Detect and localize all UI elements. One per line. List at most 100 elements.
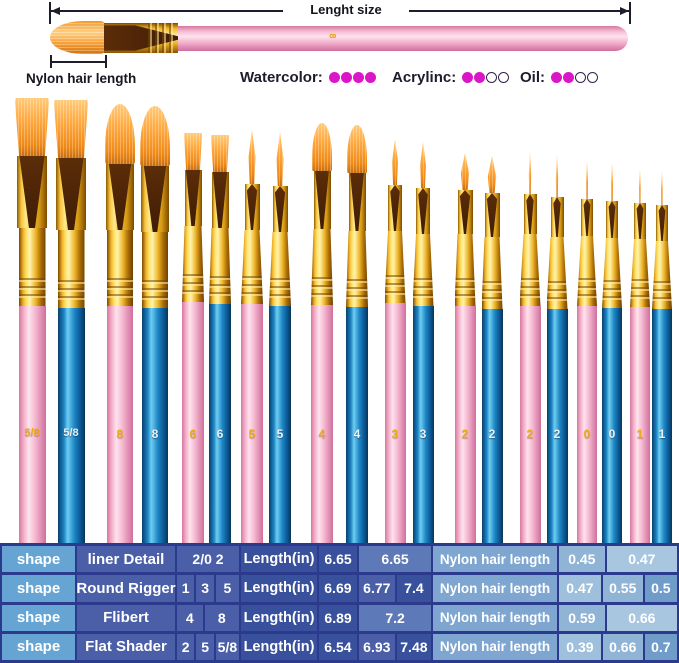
brush-size-label: 2 <box>553 427 561 441</box>
brush-bristle-base <box>143 166 167 232</box>
brush-size-label: 5 <box>248 427 256 441</box>
length-label-cell: Length(in) <box>241 633 317 660</box>
brush-bristle-base <box>58 158 84 230</box>
brush-bristle <box>528 152 532 194</box>
legend-label: Acrylinc: <box>392 69 457 86</box>
brush-bristle <box>610 163 614 201</box>
brush-ferrule-heel <box>56 158 86 230</box>
hair-values-cell: 0.45 <box>559 546 605 573</box>
brush-size-label: 4 <box>353 427 361 441</box>
brush-bristle <box>184 133 202 170</box>
brush-ferrule <box>384 231 406 303</box>
brush-bristle-base <box>19 156 45 228</box>
legend-dots-watercolor <box>328 72 376 83</box>
length-size-label: Lenght size <box>283 2 409 17</box>
brush-handle-blue <box>209 304 231 545</box>
hair-values: 0.59 0.66 <box>559 604 677 631</box>
brush-bristle <box>420 142 426 188</box>
brush-handle-blue <box>142 308 168 545</box>
brush-4-blue: 4 <box>346 95 368 545</box>
brush-bristle-base <box>526 194 534 234</box>
brush-name-cell: Round Rigger <box>76 575 176 602</box>
brush-ferrule <box>577 236 597 306</box>
length-label-cell: Length(in) <box>241 575 317 602</box>
brush-handle-pink <box>241 304 263 545</box>
sample-brush-handle <box>178 26 628 51</box>
brush-ferrule <box>546 237 568 309</box>
legend-dots-oil <box>551 72 598 83</box>
brush-5-pink: 5 <box>241 95 263 545</box>
brush-ferrule-heel <box>606 201 618 238</box>
brush-bristle <box>555 155 559 197</box>
brush-set-row: 5/8 5/8 8 8 6 6 5 5 4 4 3 3 2 2 2 2 0 0 1 1 <box>0 95 679 545</box>
length-values-cell: 7.2 <box>359 604 431 631</box>
brush-3-pink: 3 <box>384 95 406 545</box>
brush-size-label: 0 <box>583 427 591 441</box>
brush-ferrule-heel <box>523 194 537 234</box>
brush-5-8-pink: 5/8 <box>15 95 49 545</box>
brush-size-label: 4 <box>318 427 326 441</box>
brush-bristle <box>105 104 135 164</box>
size-values-cell: 5/8 <box>215 633 240 660</box>
legend-item-oil: Oil: <box>520 69 598 86</box>
brush-bristle-base <box>350 173 364 231</box>
brush-ferrule-heel <box>313 171 331 229</box>
brush-bristle-base <box>418 188 428 234</box>
hair-values: 0.47 0.55 0.5 <box>559 575 677 602</box>
length-values-cell: 6.65 <box>359 546 431 573</box>
brush-bristle <box>276 132 284 186</box>
brush-ferrule <box>142 232 168 308</box>
brush-handle-blue <box>652 309 672 545</box>
brush-bristle-base <box>185 170 201 226</box>
filled-dot-icon <box>462 72 474 83</box>
hair-label-cell: Nylon hair length <box>433 604 557 631</box>
shape-header-cell: shape <box>2 633 75 660</box>
brush-ferrule-heel <box>388 185 402 231</box>
brush-ferrule <box>18 228 46 306</box>
empty-dot-icon <box>498 72 510 83</box>
brush-bristle <box>487 156 497 193</box>
brush-bristle <box>15 98 49 156</box>
length-values-cell: 6.89 <box>319 604 358 631</box>
brush-handle-blue <box>269 306 291 545</box>
size-values: 2 5 5/8 <box>177 633 240 660</box>
brush-0-pink: 0 <box>577 95 597 545</box>
brush-2-blue: 2 <box>546 95 568 545</box>
hair-values: 0.45 0.47 <box>559 546 677 573</box>
brush-handle-pink <box>454 306 476 545</box>
brush-name-cell: Flibert <box>77 604 175 631</box>
brush-ferrule-heel <box>484 193 500 237</box>
empty-dot-icon <box>575 72 586 83</box>
brush-ferrule <box>652 241 672 309</box>
brush-bristle-base <box>246 184 258 230</box>
brush-ferrule-heel <box>272 186 288 232</box>
brush-bristle-base <box>212 172 228 228</box>
brush-ferrule-heel <box>106 164 134 230</box>
brush-handle-blue <box>57 308 85 545</box>
brush-2-pink: 2 <box>454 95 476 545</box>
brush-name-cell: liner Detail <box>77 546 175 573</box>
length-label-cell: Length(in) <box>241 604 317 631</box>
brush-handle-pink <box>519 306 541 545</box>
brush-size-label: 2 <box>488 427 496 441</box>
dimension-end-bar-right <box>629 2 631 24</box>
brush-ferrule-heel <box>416 188 430 234</box>
brush-size-label: 1 <box>636 427 644 441</box>
brush-bristle-base <box>486 193 498 237</box>
brush-5-8-blue: 5/8 <box>54 95 88 545</box>
size-values-cell: 2/0 2 <box>177 546 239 573</box>
brush-bristle-base <box>583 199 591 236</box>
brush-handle-blue <box>481 309 503 545</box>
brush-bristle-base <box>274 186 286 232</box>
spec-table: shape liner Detail 2/0 2 Length(in) 6.65 6.65… <box>0 543 679 663</box>
brush-bristle-base <box>390 185 400 231</box>
brush-handle-blue <box>412 306 434 545</box>
length-values: 6.69 6.77 7.4 <box>319 575 431 602</box>
brush-bristle-base <box>315 171 329 229</box>
brush-ferrule-heel <box>244 184 260 230</box>
size-values-cell: 3 <box>196 575 214 602</box>
brush-ferrule <box>57 230 85 308</box>
brush-bristle <box>54 100 88 158</box>
brush-ferrule-heel <box>211 172 229 228</box>
